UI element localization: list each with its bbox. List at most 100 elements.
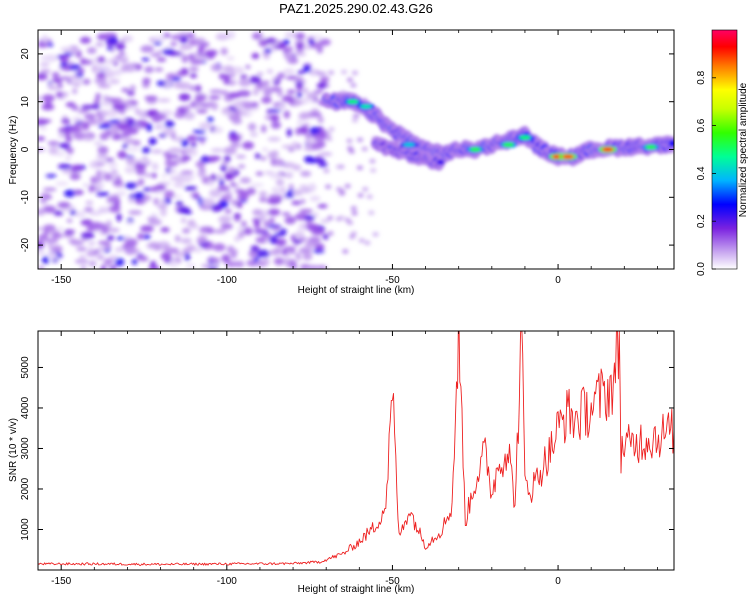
noise-speckle	[93, 98, 101, 105]
noise-speckle	[162, 33, 171, 38]
noise-speckle	[175, 200, 184, 207]
noise-speckle	[319, 76, 330, 82]
noise-speckle	[180, 138, 189, 148]
noise-speckle	[281, 162, 296, 169]
noise-speckle	[240, 220, 247, 227]
noise-speckle	[59, 76, 70, 81]
noise-speckle	[95, 92, 101, 100]
noise-speckle	[173, 252, 188, 257]
noise-speckle	[79, 36, 92, 44]
noise-speckle	[209, 89, 223, 94]
noise-speckle	[268, 249, 281, 256]
noise-speckle	[142, 77, 151, 84]
noise-speckle	[211, 203, 223, 212]
noise-speckle	[124, 165, 137, 174]
x-tick-label: -150	[51, 275, 71, 286]
noise-speckle	[312, 249, 325, 254]
x-tick-label: -50	[385, 275, 400, 286]
noise-speckle	[69, 173, 81, 180]
noise-speckle	[339, 189, 346, 194]
noise-speckle	[46, 195, 53, 200]
noise-speckle	[116, 236, 126, 241]
noise-speckle	[281, 212, 291, 216]
noise-speckle	[327, 215, 334, 220]
noise-speckle	[356, 165, 363, 170]
noise-speckle	[296, 119, 303, 126]
noise-speckle	[286, 128, 293, 137]
snr-y-axis-label: SNR (10 * v/v)	[8, 418, 19, 482]
noise-speckle	[210, 148, 224, 153]
noise-speckle	[184, 252, 191, 262]
noise-speckle	[180, 170, 194, 175]
noise-speckle	[225, 172, 234, 181]
noise-speckle	[207, 241, 214, 248]
noise-speckle	[300, 170, 312, 177]
noise-speckle	[252, 208, 263, 216]
noise-speckle	[291, 264, 297, 269]
noise-speckle	[283, 68, 295, 75]
noise-speckle	[69, 78, 84, 84]
noise-speckle	[178, 82, 192, 90]
noise-speckle	[129, 90, 135, 97]
noise-speckle	[328, 70, 335, 75]
noise-speckle	[94, 77, 108, 85]
noise-speckle	[184, 104, 191, 112]
noise-speckle	[298, 112, 310, 120]
noise-speckle	[285, 145, 300, 150]
noise-speckle	[125, 156, 137, 166]
noise-speckle	[151, 172, 157, 179]
noise-speckle	[183, 111, 196, 120]
noise-speckle	[124, 238, 138, 247]
noise-speckle	[120, 87, 130, 93]
noise-speckle	[269, 114, 280, 122]
noise-speckle	[40, 55, 52, 61]
noise-speckle	[132, 123, 142, 130]
snr-frame	[37, 330, 675, 571]
noise-speckle	[143, 173, 153, 178]
noise-speckle	[38, 136, 46, 142]
noise-speckle	[285, 171, 294, 179]
noise-speckle	[151, 162, 159, 171]
noise-speckle	[110, 265, 117, 269]
noise-speckle	[88, 260, 97, 267]
noise-speckle	[80, 264, 87, 269]
noise-speckle	[47, 141, 60, 146]
noise-speckle	[240, 74, 248, 79]
noise-speckle	[83, 135, 94, 142]
noise-speckle	[38, 249, 46, 256]
noise-speckle	[198, 122, 212, 130]
noise-speckle	[52, 78, 63, 84]
noise-speckle	[207, 179, 215, 187]
noise-speckle	[205, 49, 218, 56]
noise-speckle	[144, 66, 154, 74]
noise-speckle	[42, 34, 48, 43]
noise-speckle	[294, 98, 301, 107]
noise-speckle	[268, 217, 275, 224]
noise-speckle	[318, 162, 328, 168]
noise-speckle	[309, 195, 321, 202]
noise-speckle	[213, 229, 227, 234]
noise-speckle	[226, 56, 235, 61]
noise-speckle	[320, 219, 331, 223]
noise-speckle	[208, 155, 221, 161]
noise-speckle	[83, 206, 94, 213]
signal-hotspot	[403, 142, 415, 147]
signal-hotspot	[469, 147, 482, 152]
noise-speckle	[140, 225, 154, 233]
noise-speckle	[47, 42, 54, 47]
x-tick-label: 0	[555, 275, 561, 286]
noise-speckle	[217, 185, 230, 192]
noise-speckle	[99, 100, 113, 107]
noise-speckle	[298, 248, 312, 254]
noise-speckle	[262, 147, 268, 152]
noise-speckle	[129, 84, 136, 91]
noise-speckle	[347, 220, 354, 225]
noise-speckle	[294, 52, 307, 57]
noise-speckle	[39, 126, 48, 131]
noise-speckle	[173, 181, 185, 188]
noise-speckle	[348, 149, 355, 154]
noise-speckle	[210, 63, 223, 72]
noise-speckle	[349, 234, 356, 239]
spectrogram-x-ticks: -150 -100 -50 0	[51, 30, 658, 286]
noise-speckle	[178, 93, 191, 101]
